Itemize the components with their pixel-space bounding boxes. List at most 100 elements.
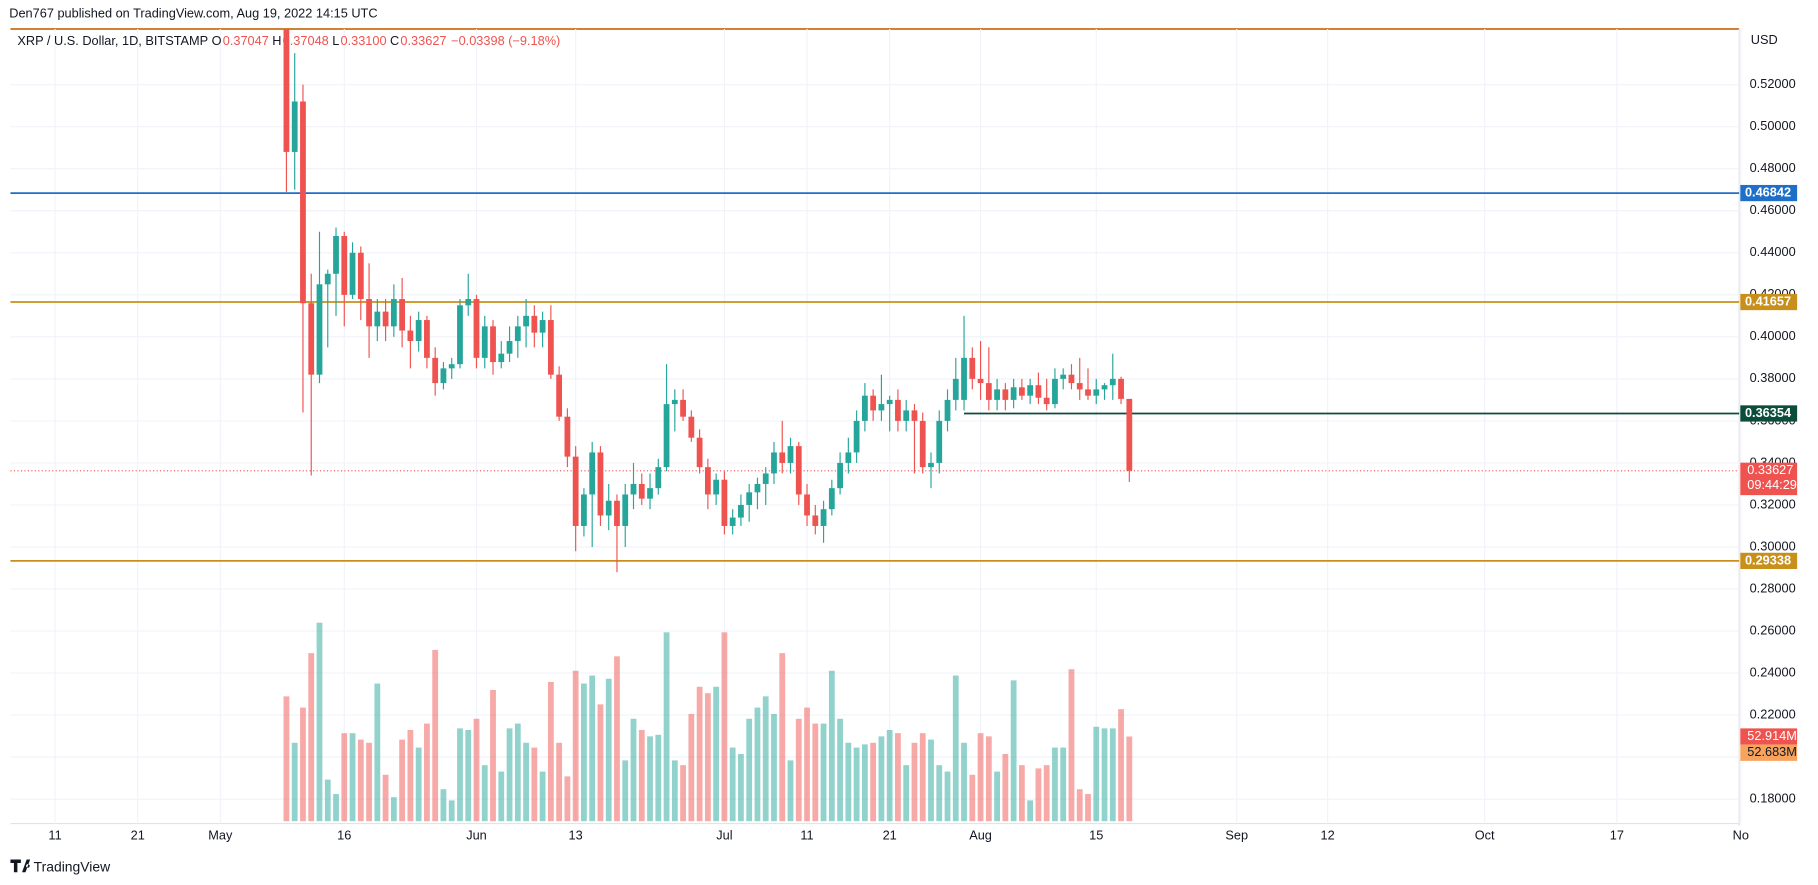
candle-body (886, 399, 893, 405)
candle-body (994, 389, 1000, 400)
candle-body (1109, 378, 1116, 386)
candle-body (895, 399, 901, 421)
candle-body (655, 467, 662, 489)
ohlc-key: L (332, 33, 339, 48)
candle-body (556, 374, 563, 417)
candle-body (1002, 389, 1009, 400)
candle-body (473, 299, 480, 358)
candle-body (597, 452, 604, 516)
volume-bar (490, 689, 496, 822)
volume-bar (762, 696, 769, 822)
candle-body (630, 483, 637, 495)
volume-bar (861, 744, 868, 822)
candle-body (878, 404, 885, 411)
symbol-title: XRP / U.S. Dollar, 1D, BITSTAMP (17, 33, 208, 48)
volume-bar (713, 686, 720, 822)
candle-body (308, 303, 315, 375)
volume-bar (886, 729, 893, 822)
y-tick-label: 0.18000 (1750, 791, 1796, 806)
candle-body (919, 420, 926, 468)
volume-bar (994, 771, 1000, 822)
volume-bar (779, 653, 786, 822)
volume-bar (729, 747, 736, 822)
volume-tag (1740, 728, 1798, 745)
candle-body (1052, 378, 1058, 405)
currency-label: USD (1751, 32, 1778, 47)
volume-bar (308, 653, 315, 822)
levels-layer (10, 192, 1740, 562)
volume-bar (300, 707, 306, 822)
candle-body (754, 483, 761, 493)
candle-body (1126, 398, 1133, 471)
candle-body (300, 101, 306, 304)
candle-body (663, 404, 670, 468)
volume-bar (804, 707, 810, 822)
volume-bar (407, 729, 414, 822)
volume-bar (622, 760, 629, 822)
candle-body (828, 488, 835, 510)
candle-body (1043, 397, 1050, 405)
candle-body (432, 357, 439, 384)
candle-body (721, 479, 728, 526)
volume-bar (589, 675, 596, 822)
candle-body (647, 488, 653, 499)
volume-bar (357, 739, 364, 822)
candle-body (911, 410, 918, 421)
volume-bar (572, 670, 579, 822)
volume-bar (895, 733, 901, 822)
candle-body (498, 353, 505, 363)
candle-body (539, 320, 546, 333)
volume-bar (382, 774, 389, 822)
candles-layer (283, 28, 1133, 573)
candle-body (704, 467, 711, 495)
x-tick-label: Aug (969, 828, 992, 843)
ohlc-value: 0.37048 (283, 33, 329, 48)
volume-bar (696, 686, 703, 822)
volume-bar (771, 713, 777, 822)
candle-body (746, 492, 753, 505)
volume-bar (944, 771, 951, 822)
volume-bar (671, 760, 678, 822)
volume-bar (581, 683, 587, 822)
candle-body (804, 494, 810, 516)
x-tick-label: 17 (1610, 828, 1624, 843)
x-tick-label: 16 (337, 828, 351, 843)
y-tick-label: 0.52000 (1750, 76, 1796, 91)
volume-bar (465, 729, 472, 822)
candle-body (1060, 374, 1067, 379)
candle-body (316, 284, 323, 375)
current-price-tag (1740, 462, 1798, 496)
candle-body (713, 479, 720, 495)
ohlc-key: C (390, 33, 399, 48)
volume-bar (630, 718, 637, 822)
candle-body (820, 509, 827, 526)
y-tick-label: 0.44000 (1750, 244, 1796, 259)
candle-body (407, 330, 414, 342)
volume-label: 52.914M (1747, 728, 1797, 743)
volume-bar (870, 742, 877, 822)
candle-body (589, 452, 596, 495)
volume-bar (928, 739, 934, 822)
y-tick-label: 0.50000 (1750, 118, 1796, 133)
volume-bar (754, 707, 761, 822)
candle-body (738, 504, 744, 518)
volume-bar (704, 693, 711, 822)
labels-layer: 0.46842 0.41657 0.29338 0.36354 0.3362709:44… (1740, 184, 1798, 761)
candle-body (771, 452, 777, 474)
volume-bar (564, 776, 571, 822)
candle-body (870, 395, 877, 411)
volume-bar (366, 742, 372, 822)
x-tick-label: Jun (466, 828, 487, 843)
candle-body (605, 500, 612, 516)
volume-bar (985, 736, 992, 822)
volume-bar (1068, 669, 1075, 822)
volume-bar (828, 670, 835, 822)
price-level-label: 0.41657 (1745, 293, 1791, 308)
volume-bar (795, 718, 802, 822)
volume-bar (523, 742, 529, 822)
candle-body (424, 320, 430, 358)
x-tick-label: No (1733, 828, 1749, 843)
price-level-tag (1740, 552, 1798, 570)
